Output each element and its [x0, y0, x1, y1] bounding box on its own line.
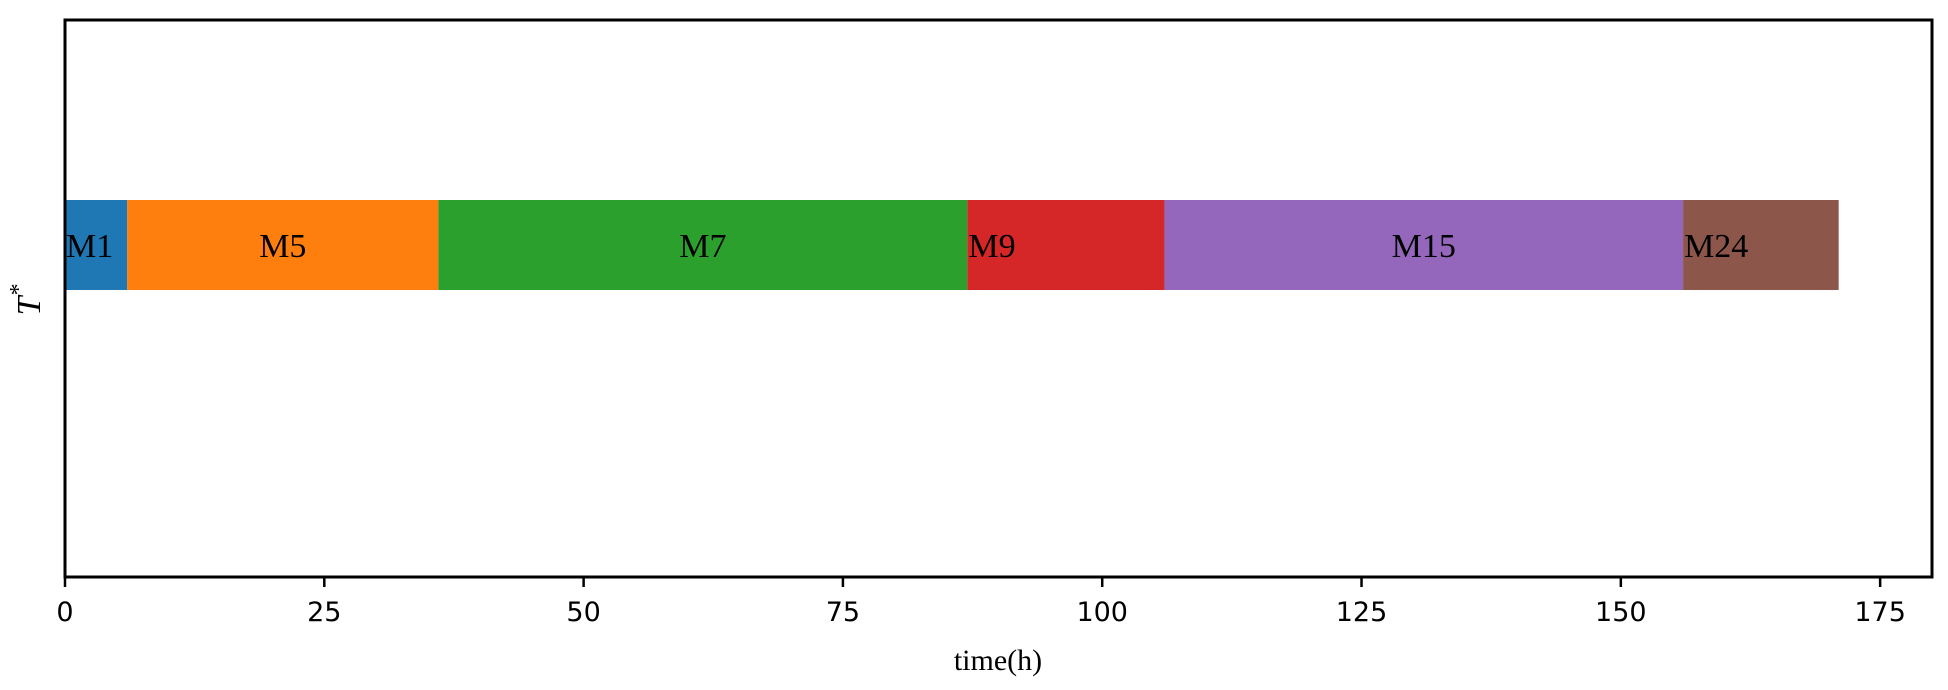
segment-label-m1: M1 [66, 228, 113, 265]
bar-segment-m1 [65, 200, 128, 290]
x-tick-label: 25 [307, 597, 341, 628]
segment-label-group: M1 M5 M7 M9 M15 M24 [66, 228, 1748, 265]
x-tick-label: 175 [1854, 597, 1906, 628]
bar-segment-m15 [1164, 200, 1684, 290]
x-axis-title: time(h) [954, 644, 1042, 677]
svg-text:T*: T* [6, 285, 48, 316]
bar-segment-m7 [438, 200, 968, 290]
y-axis-title: T* [6, 285, 48, 316]
bar-group [65, 200, 1839, 290]
segment-label-m9: M9 [968, 228, 1015, 265]
segment-label-m7: M7 [679, 228, 726, 265]
bar-segment-m24 [1683, 200, 1839, 290]
x-axis-ticks: 0 25 50 75 100 125 150 175 [56, 577, 1906, 628]
x-tick-label: 75 [826, 597, 860, 628]
x-tick-label: 50 [566, 597, 600, 628]
x-tick-label: 0 [56, 597, 73, 628]
bar-segment-m5 [127, 200, 439, 290]
x-tick-label: 150 [1595, 597, 1647, 628]
bar-segment-m9 [967, 200, 1165, 290]
y-axis-title-main: T [11, 294, 48, 315]
y-axis-title-superscript: * [6, 285, 32, 297]
segment-label-m24: M24 [1684, 228, 1748, 265]
segment-label-m5: M5 [259, 228, 306, 265]
plot-frame [63, 18, 1934, 579]
segment-label-m15: M15 [1392, 228, 1456, 265]
x-tick-label: 125 [1336, 597, 1388, 628]
x-tick-label: 100 [1076, 597, 1128, 628]
